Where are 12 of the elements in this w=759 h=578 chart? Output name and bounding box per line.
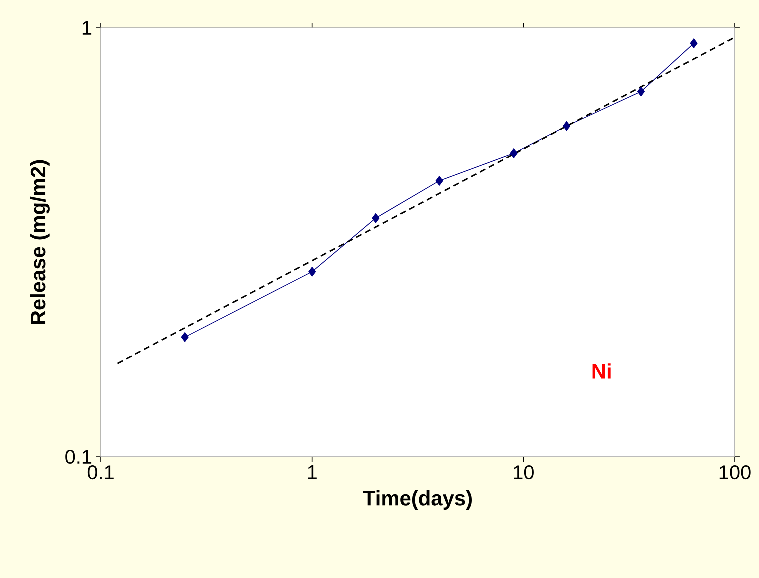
x-axis-title: Time(days) bbox=[363, 490, 472, 510]
point bbox=[308, 267, 316, 277]
x-tick-label: 100 bbox=[720, 466, 751, 480]
y-axis-title: Release (mg/m2) bbox=[30, 160, 50, 324]
x-tick-label: 0.1 bbox=[88, 466, 114, 480]
point bbox=[563, 121, 571, 132]
point bbox=[436, 176, 444, 186]
x-tick-label: 1 bbox=[308, 466, 317, 480]
point bbox=[690, 38, 698, 48]
point bbox=[372, 213, 380, 224]
x-tick-label: 10 bbox=[514, 466, 534, 480]
annotation: Ni bbox=[592, 364, 611, 379]
